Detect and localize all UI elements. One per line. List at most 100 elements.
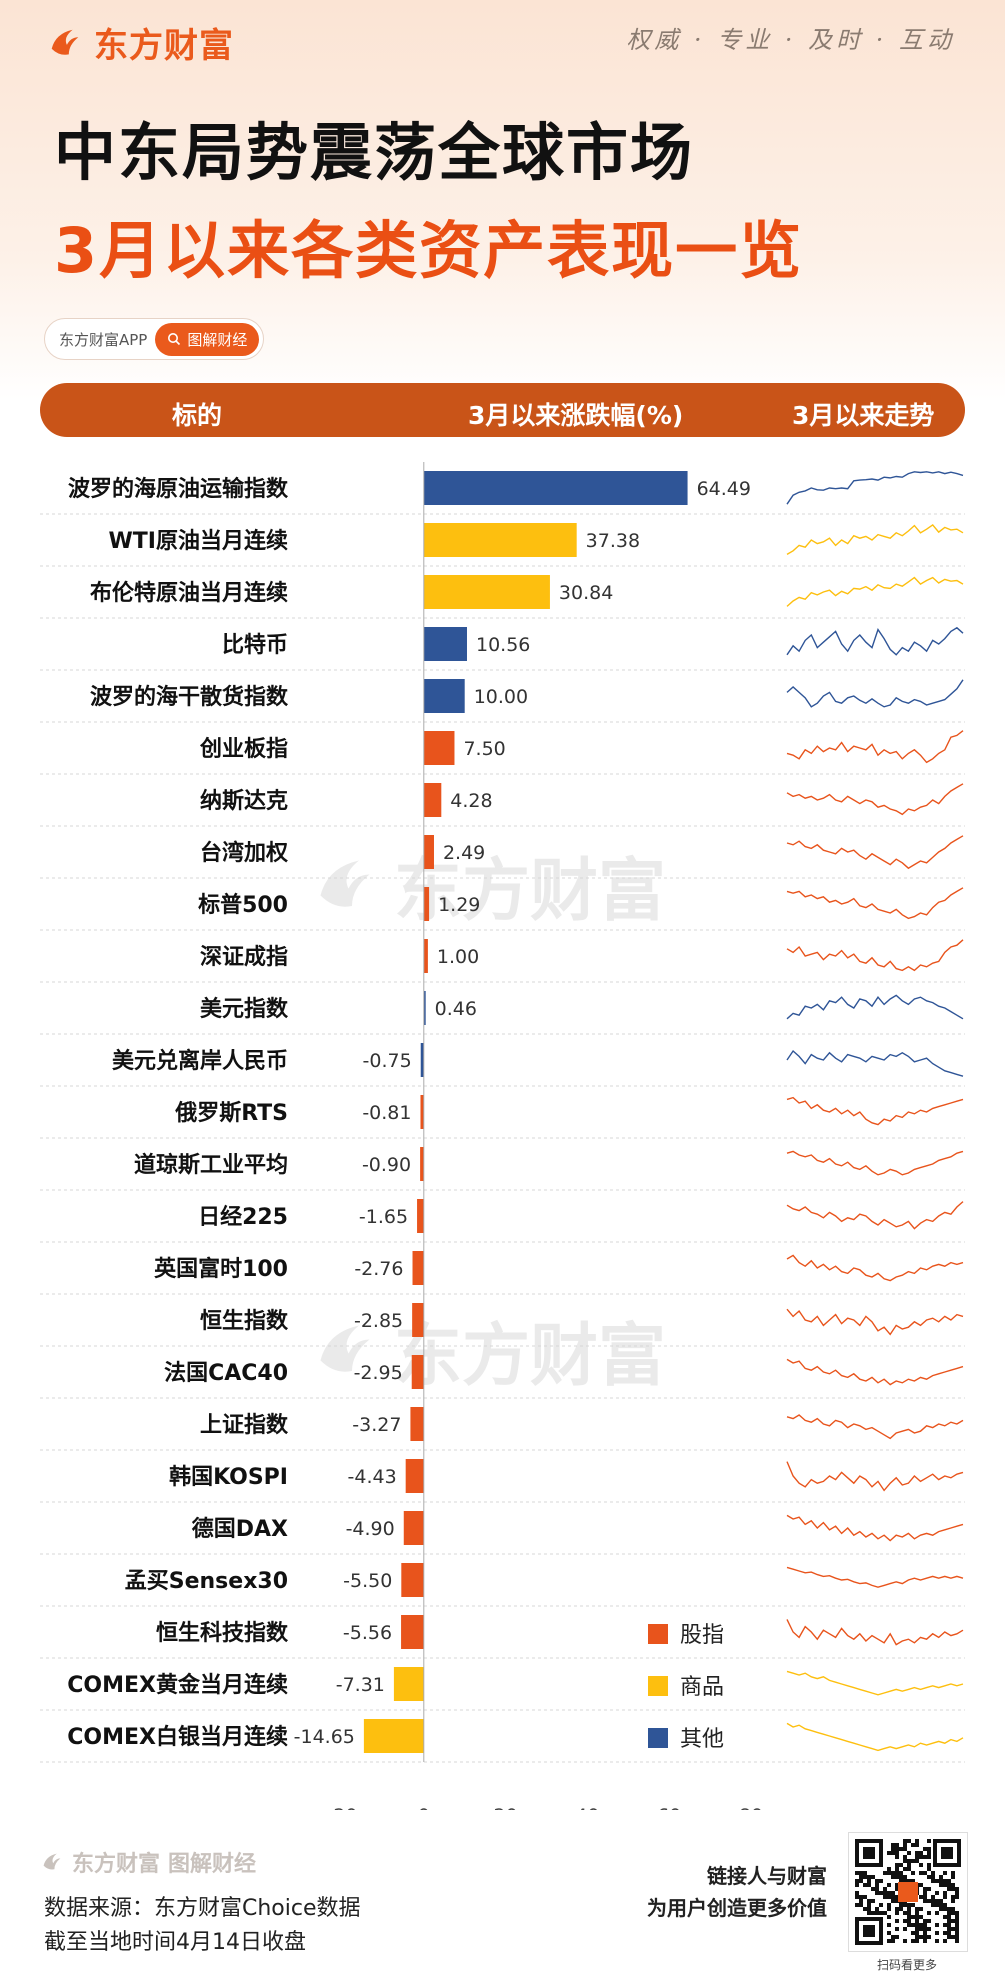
qr-module (923, 1899, 927, 1903)
qr-module (903, 1919, 907, 1923)
qr-module (939, 1883, 943, 1887)
qr-module (863, 1871, 867, 1875)
qr-module (895, 1935, 899, 1939)
qr-module (895, 1887, 899, 1891)
x-tick-label: 60 (657, 1805, 681, 1810)
sparkline (786, 1049, 964, 1077)
qr-module (943, 1939, 947, 1943)
qr-module (867, 1907, 871, 1911)
qr-module (923, 1939, 927, 1943)
qr-module (951, 1895, 955, 1899)
value-label: -2.95 (354, 1362, 403, 1384)
qr-module (903, 1847, 907, 1851)
category-label: COMEX白银当月连续 (67, 1724, 288, 1750)
value-label: -4.43 (348, 1466, 397, 1488)
qr-module (931, 1903, 935, 1907)
qr-module (919, 1871, 923, 1875)
qr-module (923, 1855, 927, 1859)
qr-module (943, 1923, 947, 1927)
value-label: 1.00 (437, 946, 479, 968)
qr-module (855, 1883, 859, 1887)
qr-module (899, 1871, 903, 1875)
qr-module (923, 1887, 927, 1891)
footer-logo-text: 东方财富 (72, 1852, 161, 1877)
qr-module (935, 1939, 939, 1943)
category-label: 波罗的海原油运输指数 (68, 476, 289, 502)
qr-module (919, 1935, 923, 1939)
bar (423, 835, 434, 869)
qr-module (899, 1903, 903, 1907)
qr-module (923, 1871, 927, 1875)
qr-module (927, 1863, 931, 1867)
qr-module (939, 1875, 943, 1879)
footer-logo-sub: 图解财经 (168, 1852, 257, 1877)
source-badge: 东方财富APP 图解财经 (44, 318, 265, 360)
sparkline (786, 1566, 964, 1588)
table-header: 标的 3月以来涨跌幅(%) 3月以来走势 (40, 383, 965, 437)
qr-module (947, 1907, 951, 1911)
qr-module (875, 1879, 879, 1883)
sparkline (786, 1201, 964, 1230)
category-label: 韩国KOSPI (169, 1464, 288, 1490)
qr-module (943, 1891, 947, 1895)
value-label: -3.27 (352, 1414, 401, 1436)
legend-label: 股指 (680, 1623, 724, 1648)
value-label: -5.50 (343, 1570, 392, 1592)
category-label: 日经225 (198, 1204, 288, 1230)
sparkline (786, 783, 964, 816)
qr-module (895, 1847, 899, 1851)
qr-module (863, 1875, 867, 1879)
category-label: 美元指数 (200, 996, 289, 1022)
qr-module (915, 1839, 919, 1843)
category-label: 上证指数 (200, 1412, 289, 1438)
qr-module (923, 1919, 927, 1923)
qr-module (907, 1915, 911, 1919)
qr-module (887, 1883, 891, 1887)
sparkline (786, 1461, 964, 1492)
sparkline (786, 1619, 964, 1646)
qr-module (927, 1911, 931, 1915)
qr-module (951, 1935, 955, 1939)
category-label: 德国DAX (192, 1516, 288, 1542)
qr-module (931, 1875, 935, 1879)
page-subtitle: 3月以来各类资产表现一览 (54, 214, 804, 287)
promo-line1: 链接人与财富 (707, 1864, 827, 1888)
category-label: 台湾加权 (200, 840, 289, 866)
header-col-target: 标的 (172, 401, 223, 430)
qr-module (951, 1927, 955, 1931)
qr-module (911, 1871, 915, 1875)
qr-module (859, 1895, 863, 1899)
category-label: 布伦特原油当月连续 (90, 580, 288, 606)
category-label: 纳斯达克 (200, 788, 288, 814)
qr-module (943, 1871, 947, 1875)
value-label: 37.38 (586, 530, 640, 552)
qr-module (895, 1851, 899, 1855)
qr-module (891, 1851, 895, 1855)
sparkline (786, 994, 964, 1020)
qr-module (919, 1855, 923, 1859)
qr-module (915, 1935, 919, 1939)
category-label: 标普500 (198, 892, 288, 918)
qr-code-icon[interactable] (848, 1832, 968, 1952)
qr-module (927, 1927, 931, 1931)
qr-module (903, 1879, 907, 1883)
qr-module (891, 1891, 895, 1895)
data-cutoff: 截至当地时间4月14日收盘 (44, 1930, 306, 1955)
bar (403, 1511, 424, 1545)
bar (412, 1251, 424, 1285)
qr-module (871, 1899, 875, 1903)
qr-module (903, 1927, 907, 1931)
qr-module (895, 1863, 899, 1867)
legend-swatch (648, 1728, 668, 1748)
qr-module (899, 1875, 903, 1879)
qr-module (955, 1911, 959, 1915)
qr-module (943, 1915, 947, 1919)
qr-module (955, 1891, 959, 1895)
qr-module (923, 1847, 927, 1851)
qr-module (943, 1903, 947, 1907)
qr-module (891, 1843, 895, 1847)
sparkline (786, 471, 964, 505)
qr-module (907, 1863, 911, 1867)
qr-module (899, 1907, 903, 1911)
qr-module (935, 1911, 939, 1915)
